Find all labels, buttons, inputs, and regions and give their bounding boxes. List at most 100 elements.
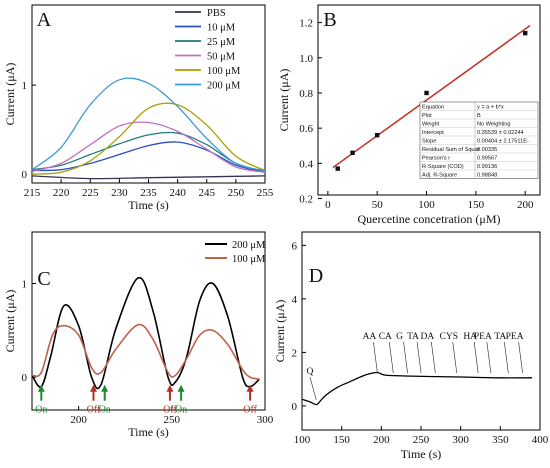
- injection-pointer: [431, 341, 436, 374]
- x-tick-label: 215: [24, 187, 41, 199]
- stimulus-label: Off: [163, 405, 177, 416]
- series-line-pbs: [31, 175, 266, 180]
- stimulus-label: Off: [243, 405, 257, 416]
- x-tick-label: 240: [169, 187, 186, 199]
- y-tick-label: 0.8: [299, 88, 313, 100]
- x-tick-label: 50: [372, 199, 384, 211]
- stimulus-label: Off: [87, 405, 101, 416]
- x-tick-label: 150: [333, 434, 350, 446]
- x-axis-label: Time (s): [128, 425, 169, 439]
- injection-pointer: [373, 341, 378, 374]
- injection-label: CA: [379, 332, 392, 342]
- stimulus-arrow-off: Off: [87, 384, 101, 416]
- y-tick-label: 1.2: [299, 18, 313, 30]
- y-axis-label: Current (μA): [277, 69, 291, 132]
- x-tick-label: 250: [164, 414, 181, 426]
- fit-table-key: Intercept: [422, 130, 444, 136]
- data-point: [424, 90, 429, 96]
- chart-panel-d: 100 150 200 250 300 350 400 0 2 4 6 Time (s) Current…: [273, 231, 549, 461]
- x-axis-label: Time (s): [401, 447, 442, 461]
- fit-table-value: 0.00404 ± 2.17511E-: [477, 139, 529, 145]
- y-tick-label: 0: [292, 401, 298, 413]
- series-line-200-m: [31, 77, 266, 172]
- y-axis-label: Current (μA): [3, 290, 17, 353]
- y-tick-label: 4: [292, 294, 298, 306]
- legend-label: 25 μM: [207, 37, 236, 48]
- panel-label: D: [309, 265, 323, 287]
- injection-label: PEA: [474, 332, 492, 342]
- y-tick-label: 1: [22, 80, 28, 92]
- injection-label: HA: [463, 332, 477, 342]
- series-line-100-m: [31, 323, 260, 380]
- legend-label: 200 μM: [232, 240, 266, 251]
- series-line-200-m: [31, 277, 260, 390]
- injection-pointer: [416, 341, 422, 374]
- plot-frame: [317, 4, 541, 196]
- fit-table-key: R-Square (COD): [422, 164, 464, 170]
- x-tick-label: 300: [452, 434, 469, 446]
- x-tick-label: 200: [373, 434, 390, 446]
- x-tick-label: 200: [70, 414, 87, 426]
- x-axis-label: Time (s): [128, 198, 169, 212]
- y-tick-label: 0: [22, 169, 28, 181]
- chart-panel-b: 0 50 100 150 200 0.2 0.4 0.6 0.8 1.0 1.2 Quercetine…: [277, 4, 541, 226]
- arrow-head: [90, 384, 98, 392]
- x-tick-label: 200: [517, 199, 534, 211]
- injection-label: G: [396, 332, 403, 342]
- panel-label: B: [323, 9, 336, 31]
- fit-table-key: Equation: [422, 105, 444, 111]
- x-tick-label: 350: [492, 434, 509, 446]
- arrow-head: [177, 384, 185, 392]
- arrow-head: [246, 384, 254, 392]
- fit-table-value: 0.35539 ± 0.02244: [477, 130, 524, 136]
- stimulus-arrow-on: On: [35, 384, 47, 416]
- data-point: [335, 166, 340, 171]
- y-tick-label: 2: [292, 347, 298, 359]
- fit-line: [332, 24, 531, 169]
- y-tick-label: 1.0: [299, 53, 313, 65]
- y-axis-label: Current (μA): [273, 300, 287, 363]
- y-tick-label: 0.4: [299, 158, 313, 170]
- chart-panel-a: 215 220 225 230 235 240 245 250 255 0 1 Time (s) Cur…: [3, 4, 274, 212]
- x-tick-label: 400: [532, 434, 549, 446]
- legend-label: 10 μM: [207, 23, 236, 34]
- injection-label: TA: [407, 332, 419, 342]
- x-tick-label: 245: [199, 187, 216, 199]
- x-tick-label: 230: [111, 187, 128, 199]
- fit-table-key: Pearson's r: [422, 156, 450, 162]
- series-line-signal: [301, 371, 533, 406]
- fit-table-value: 0.98848: [477, 173, 497, 179]
- x-tick-label: 250: [413, 434, 430, 446]
- series-line-50-m: [31, 121, 266, 173]
- panel-label: C: [37, 268, 50, 290]
- legend-label: 50 μM: [207, 52, 236, 63]
- legend-label: PBS: [207, 8, 226, 19]
- fit-table-key: Residual Sum of Squar: [422, 147, 480, 153]
- x-tick-label: 100: [418, 199, 435, 211]
- x-tick-label: 235: [140, 187, 157, 199]
- x-tick-label: 250: [228, 187, 245, 199]
- injection-pointer: [518, 341, 523, 374]
- fit-table-value: 0.99136: [477, 164, 497, 170]
- plot-frame: [301, 231, 541, 431]
- legend-label: 200 μM: [207, 81, 241, 92]
- injection-label: CYS: [440, 332, 458, 342]
- fit-table-value: 0.00335: [477, 147, 497, 153]
- injection-label: TA: [494, 332, 506, 342]
- injection-pointer: [309, 376, 317, 400]
- panel-label: A: [37, 9, 52, 31]
- x-axis-label: Quercetine concetration (μM): [357, 212, 500, 226]
- injection-pointer: [452, 341, 458, 374]
- y-tick-label: 1: [22, 279, 28, 291]
- legend-label: 100 μM: [232, 254, 266, 265]
- data-point: [375, 132, 380, 138]
- fit-table-value: 0.99567: [477, 156, 497, 162]
- y-tick-label: 0.6: [299, 123, 313, 135]
- injection-pointer: [504, 341, 509, 374]
- data-point: [523, 30, 528, 36]
- chart-panel-c: 200 250 300 0 1 Time (s) Current (μA) C 200 μM 10…: [3, 231, 274, 439]
- series-line-10-m: [31, 141, 266, 173]
- y-tick-label: 0: [22, 372, 28, 384]
- x-tick-label: 255: [257, 187, 274, 199]
- arrow-head: [37, 384, 45, 392]
